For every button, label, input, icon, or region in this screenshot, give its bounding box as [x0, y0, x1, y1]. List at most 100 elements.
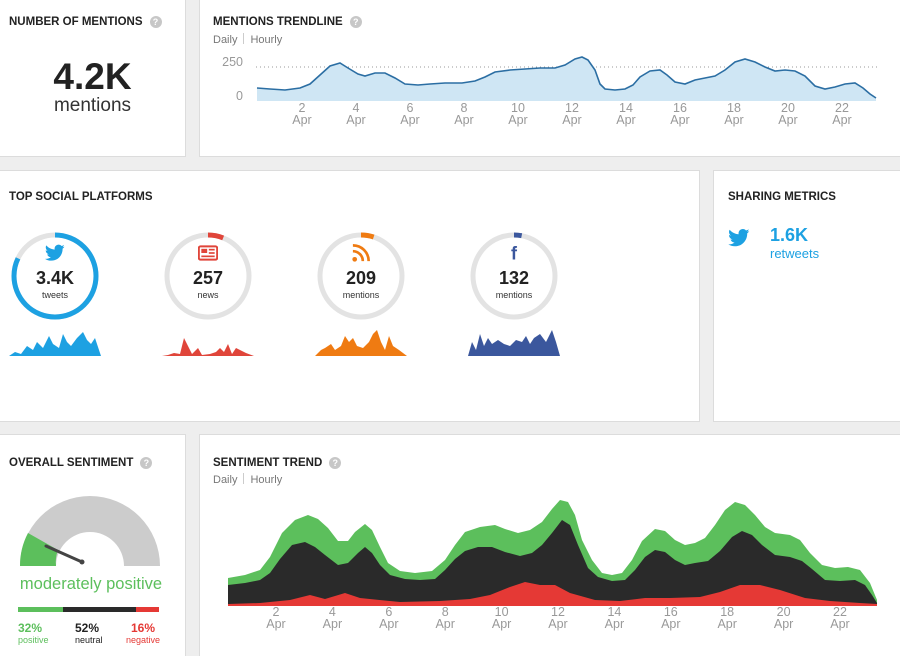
- platform-ring: [164, 232, 252, 320]
- x-tick-month: Apr: [266, 617, 285, 631]
- sentiment-bar-positive: [18, 607, 64, 612]
- card-title: SENTIMENT TREND ?: [213, 457, 342, 469]
- gauge-needle-base: [79, 559, 85, 565]
- platform-facebook[interactable]: f 132 mentions: [468, 230, 560, 360]
- neutral-label: neutral: [75, 635, 103, 645]
- x-tick-month: Apr: [774, 617, 793, 631]
- x-tick-month: Apr: [717, 617, 736, 631]
- tab-hourly[interactable]: Hourly: [250, 34, 283, 46]
- twitter-icon: [45, 244, 65, 261]
- mentions-count-title: NUMBER OF MENTIONS: [9, 16, 143, 28]
- x-tick-day: 12: [551, 605, 565, 619]
- mentions-count-card: NUMBER OF MENTIONS ? 4.2K mentions: [0, 0, 186, 157]
- help-icon[interactable]: ?: [140, 457, 153, 469]
- platform-count: 209: [345, 268, 377, 288]
- x-tick-month: Apr: [435, 617, 454, 631]
- gauge-positive-fill: [19, 533, 58, 566]
- x-tick-day: 6: [407, 101, 414, 115]
- x-axis-ticks: 2Apr4Apr6Apr8Apr10Apr12Apr14Apr16Apr18Ap…: [266, 605, 849, 631]
- tab-daily[interactable]: Daily: [213, 474, 238, 486]
- x-tick-month: Apr: [379, 617, 398, 631]
- ring-progress: [470, 232, 558, 320]
- x-tick-day: 18: [720, 605, 734, 619]
- card-title: NUMBER OF MENTIONS ?: [9, 16, 162, 28]
- platform-label: news: [197, 290, 219, 300]
- x-tick-day: 8: [442, 605, 449, 619]
- x-tick-month: Apr: [454, 113, 473, 127]
- rss-icon: [352, 244, 370, 262]
- x-tick-day: 4: [353, 101, 360, 115]
- x-tick-day: 20: [777, 605, 791, 619]
- x-tick-day: 8: [461, 101, 468, 115]
- platform-ring: [11, 232, 99, 320]
- sentiment-summary: moderately positive: [19, 575, 163, 593]
- y-tick-250: 250: [222, 55, 243, 69]
- platform-label: mentions: [495, 290, 533, 300]
- sentiment-trend-card: SENTIMENT TREND ? Daily Hourly 2 Apr 4 Apr 6 A…: [199, 434, 900, 656]
- positive-pct: 32%: [18, 621, 43, 635]
- granularity-tabs: Daily Hourly: [213, 33, 282, 46]
- sentiment-gauge: [19, 496, 160, 570]
- card-title: MENTIONS TRENDLINE ?: [213, 16, 362, 28]
- tab-daily[interactable]: Daily: [213, 34, 238, 46]
- help-icon[interactable]: ?: [329, 457, 342, 469]
- x-tick-day: 10: [495, 605, 509, 619]
- negative-pct: 16%: [131, 621, 156, 635]
- help-icon[interactable]: ?: [149, 16, 162, 28]
- sentiment-trend-title: SENTIMENT TREND: [213, 457, 323, 469]
- x-tick-month: Apr: [492, 617, 511, 631]
- platform-sparkline: [9, 332, 101, 356]
- ring-progress: [11, 232, 99, 320]
- x-tick-day: 10: [511, 101, 525, 115]
- gauge-needle: [44, 544, 84, 564]
- platform-label: tweets: [41, 290, 68, 300]
- overall-sentiment-card: OVERALL SENTIMENT ? moderately positive …: [0, 434, 186, 656]
- x-tick-day: 22: [833, 605, 847, 619]
- mentions-trendline-chart: 250 0 2Apr4Apr6Apr8Apr10Apr12Apr14Apr16A…: [222, 55, 878, 127]
- x-tick-day: 2: [299, 101, 306, 115]
- platform-rss[interactable]: 209 mentions: [315, 230, 407, 360]
- top-platforms-card: TOP SOCIAL PLATFORMS 3.4K tweets 257 new…: [0, 170, 700, 422]
- x-tick-day: 22: [835, 101, 849, 115]
- sentiment-bar-neutral: [63, 607, 137, 612]
- mentions-trendline-card: MENTIONS TRENDLINE ? Daily Hourly 250 0 2…: [199, 0, 900, 157]
- platform-twitter[interactable]: 3.4K tweets: [9, 230, 101, 360]
- platform-sparkline: [162, 338, 254, 356]
- x-tick-month: Apr: [832, 113, 851, 127]
- y-tick-0: 0: [236, 89, 243, 103]
- positive-label: positive: [18, 635, 49, 645]
- sentiment-bar-negative: [136, 607, 159, 612]
- x-tick-day: 20: [781, 101, 795, 115]
- x-tick-month: Apr: [661, 617, 680, 631]
- platform-sparkline: [468, 330, 560, 356]
- x-tick-day: 16: [664, 605, 678, 619]
- platform-sparkline: [315, 330, 407, 356]
- mentions-count-value: 4.2K: [53, 56, 132, 97]
- x-tick-month: Apr: [830, 617, 849, 631]
- twitter-icon: [728, 229, 750, 247]
- ring-progress: [164, 232, 252, 320]
- trendline-line: [256, 56, 877, 99]
- x-tick-month: Apr: [292, 113, 311, 127]
- platform-count: 257: [192, 268, 224, 288]
- svg-text:f: f: [511, 244, 518, 262]
- negative-stream: [228, 582, 877, 606]
- help-icon[interactable]: ?: [349, 16, 362, 28]
- x-tick-month: Apr: [346, 113, 365, 127]
- overall-sentiment-title: OVERALL SENTIMENT: [9, 457, 134, 469]
- x-tick-month: Apr: [508, 113, 527, 127]
- platform-label: mentions: [342, 290, 380, 300]
- x-tick-month: Apr: [605, 617, 624, 631]
- neutral-pct: 52%: [75, 621, 100, 635]
- platform-news[interactable]: 257 news: [162, 230, 254, 360]
- platform-count: 132: [498, 268, 530, 288]
- tab-hourly[interactable]: Hourly: [250, 474, 283, 486]
- x-tick-month: Apr: [323, 617, 342, 631]
- news-icon: [198, 245, 218, 261]
- mentions-count-unit: mentions: [53, 95, 132, 116]
- platform-ring: [317, 232, 405, 320]
- x-tick-day: 2: [273, 605, 280, 619]
- x-tick-month: Apr: [548, 617, 567, 631]
- top-platforms-title: TOP SOCIAL PLATFORMS: [9, 191, 153, 203]
- trendline-area: [257, 57, 876, 101]
